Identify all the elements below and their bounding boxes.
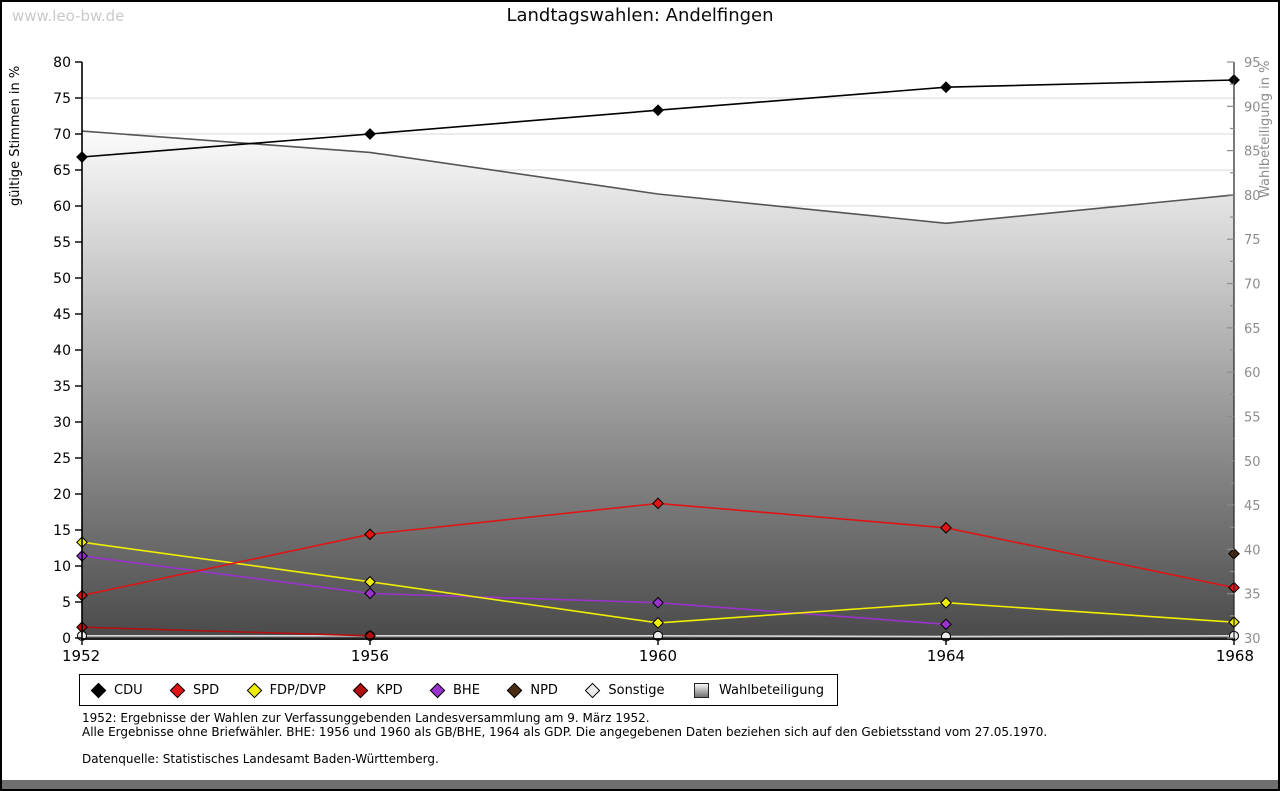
svg-text:75: 75	[1244, 233, 1261, 248]
legend: CDU SPD FDP/DVP KPD BHE NPD Sonstige Wahlbeteil…	[79, 674, 838, 706]
y-axis-right-title: Wahlbeteiligung in %	[1258, 61, 1273, 198]
svg-text:75: 75	[53, 91, 71, 107]
bhe-marker-icon	[429, 682, 446, 698]
svg-text:70: 70	[1244, 278, 1261, 293]
legend-item-cdu: CDU	[90, 682, 143, 698]
svg-text:1964: 1964	[927, 647, 965, 665]
legend-label-kpd: KPD	[376, 682, 403, 698]
svg-text:15: 15	[53, 523, 71, 539]
legend-item-kpd: KPD	[352, 682, 403, 698]
footnotes: 1952: Ergebnisse der Wahlen zur Verfassu…	[82, 711, 1047, 766]
svg-text:55: 55	[53, 235, 71, 251]
spd-marker-icon	[169, 682, 186, 698]
legend-item-npd: NPD	[507, 682, 558, 698]
legend-item-fdp-dvp: FDP/DVP	[246, 682, 326, 698]
svg-text:20: 20	[53, 487, 71, 503]
svg-text:50: 50	[1244, 455, 1261, 470]
svg-text:45: 45	[1244, 499, 1261, 514]
svg-text:95: 95	[1244, 56, 1261, 71]
legend-item-sonstige: Sonstige	[585, 682, 665, 698]
svg-text:1960: 1960	[639, 647, 677, 665]
svg-text:1952: 1952	[62, 647, 100, 665]
legend-label-cdu: CDU	[114, 682, 143, 698]
legend-label-sonstige: Sonstige	[608, 682, 665, 698]
svg-text:40: 40	[53, 343, 71, 359]
svg-text:35: 35	[53, 379, 71, 395]
legend-label-fdp-dvp: FDP/DVP	[269, 682, 326, 698]
svg-text:35: 35	[1244, 588, 1261, 603]
svg-text:10: 10	[53, 559, 71, 575]
npd-marker-icon	[507, 682, 523, 698]
y-axis-left-title: gültige Stimmen in %	[8, 66, 23, 206]
footnote-source: Datenquelle: Statistisches Landesamt Bad…	[82, 752, 439, 766]
x-axis: 1952 1956 1960 1964 1968	[62, 639, 1254, 665]
legend-item-spd: SPD	[169, 682, 220, 698]
y-axis-left: 0 5 10 15 20 25 30 35 40 45 50 55 60 65 70 75 80	[53, 55, 82, 647]
wahlbeteiligung-area	[81, 130, 1235, 638]
footnote-line-1: 1952: Ergebnisse der Wahlen zur Verfassu…	[82, 711, 650, 725]
svg-text:85: 85	[1244, 145, 1261, 160]
svg-text:60: 60	[53, 199, 71, 215]
y-axis-right: 30 35 40 45 50 55 60 65 70 75 80 85 90 95	[1227, 56, 1261, 647]
footnote-line-2: Alle Ergebnisse ohne Briefwähler. BHE: 1…	[82, 725, 1048, 739]
svg-text:25: 25	[53, 451, 71, 467]
svg-text:40: 40	[1244, 543, 1261, 558]
svg-text:0: 0	[62, 631, 71, 647]
bottom-bar	[2, 780, 1278, 789]
legend-item-wahlbeteiligung: Wahlbeteiligung	[693, 682, 824, 698]
svg-text:30: 30	[1244, 632, 1261, 647]
svg-text:60: 60	[1244, 366, 1261, 381]
svg-text:1956: 1956	[351, 647, 389, 665]
svg-text:5: 5	[62, 595, 71, 611]
legend-item-bhe: BHE	[429, 682, 480, 698]
svg-text:65: 65	[1244, 322, 1261, 337]
legend-label-npd: NPD	[530, 682, 558, 698]
legend-label-wahlbeteiligung: Wahlbeteiligung	[718, 682, 824, 698]
legend-label-spd: SPD	[193, 682, 220, 698]
sonstige-marker-icon	[585, 682, 601, 698]
svg-text:90: 90	[1244, 100, 1261, 115]
series-fdp-dvp	[76, 536, 1240, 629]
svg-text:1968: 1968	[1216, 647, 1254, 665]
svg-text:80: 80	[1244, 189, 1261, 204]
legend-label-bhe: BHE	[453, 682, 480, 698]
svg-text:50: 50	[53, 271, 71, 287]
svg-text:70: 70	[53, 127, 71, 143]
svg-text:45: 45	[53, 307, 71, 323]
election-chart-svg: 0 5 10 15 20 25 30 35 40 45 50 55 60 65 70 75 80 gültige …	[8, 55, 1273, 665]
cdu-marker-icon	[90, 682, 107, 698]
svg-text:30: 30	[53, 415, 71, 431]
svg-text:55: 55	[1244, 410, 1261, 425]
series-cdu	[76, 74, 1240, 163]
kpd-marker-icon	[352, 682, 369, 698]
fdp-dvp-marker-icon	[246, 682, 262, 698]
watermark: www.leo-bw.de	[12, 7, 125, 25]
page-title: Landtagswahlen: Andelfingen	[506, 5, 774, 26]
svg-text:65: 65	[53, 163, 71, 179]
svg-text:80: 80	[53, 55, 71, 71]
wahlbeteiligung-marker-icon	[693, 682, 709, 698]
